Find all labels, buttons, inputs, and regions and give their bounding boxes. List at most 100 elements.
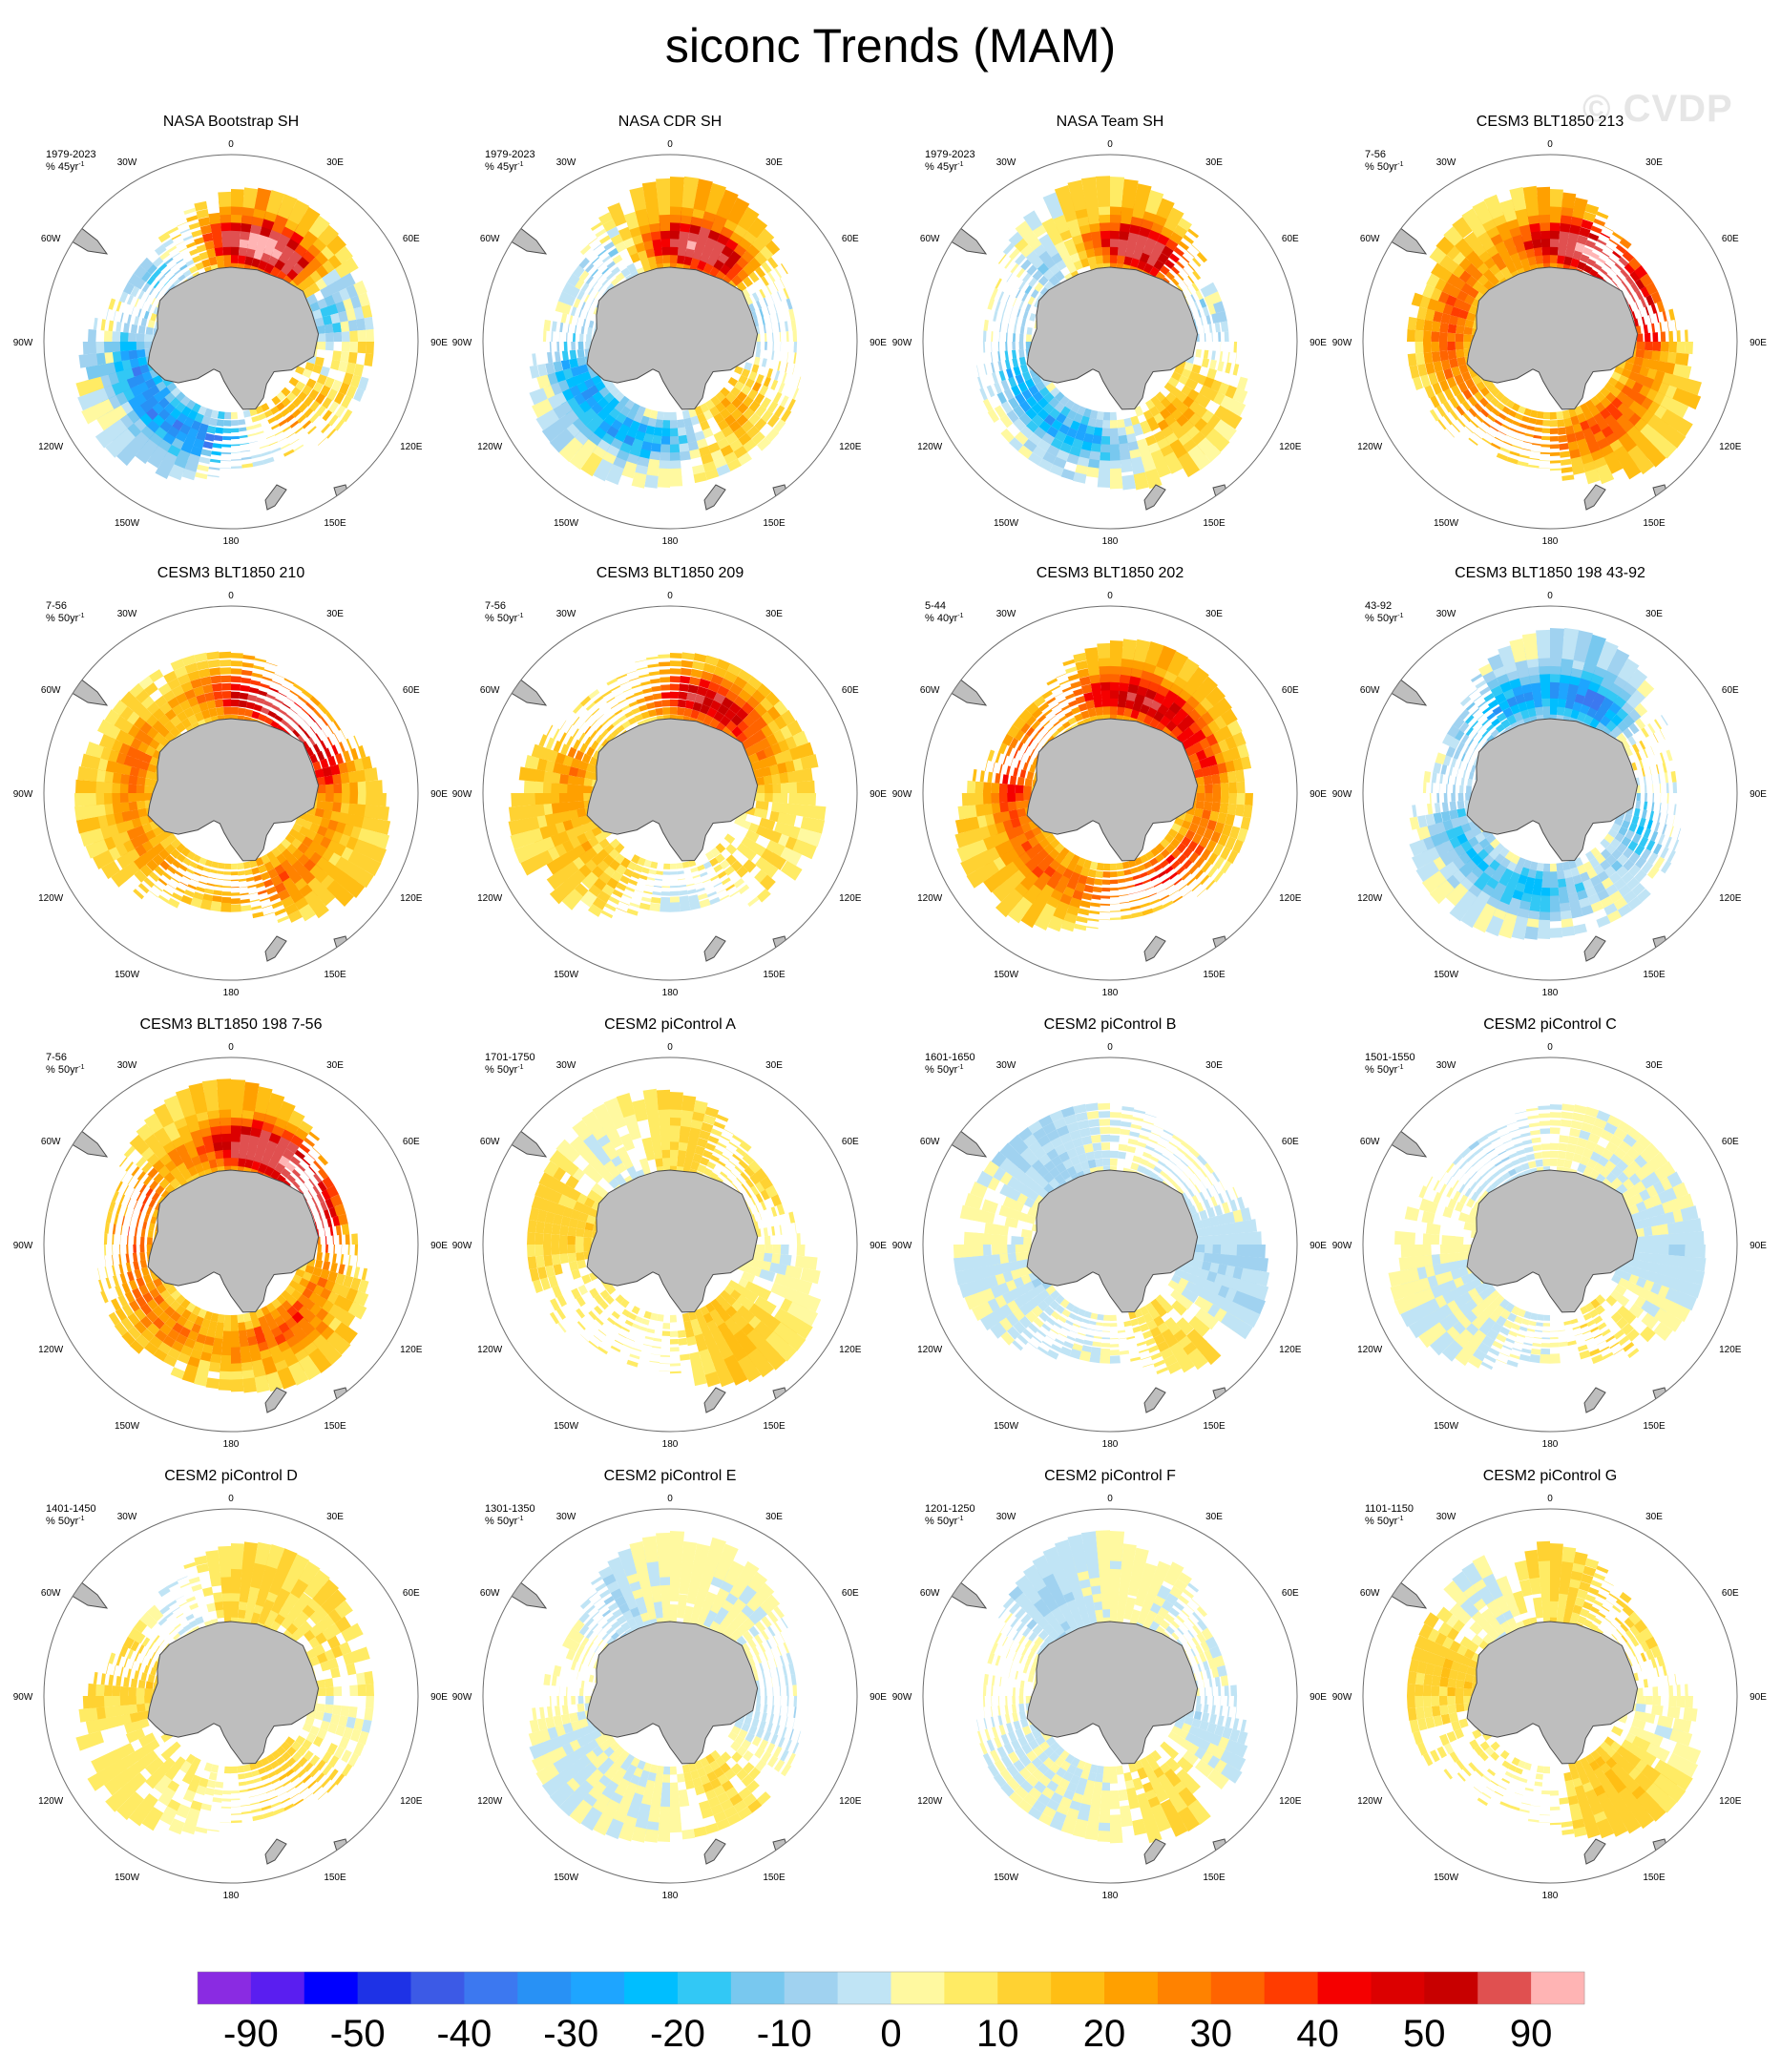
trend-cell <box>1087 707 1097 718</box>
trend-cell <box>1060 469 1076 481</box>
trend-cell <box>1550 628 1565 659</box>
trend-cell <box>717 870 727 879</box>
trend-cell <box>1164 259 1175 269</box>
trend-cell <box>317 374 327 386</box>
trend-cell <box>149 287 156 296</box>
trend-cell <box>1530 450 1540 452</box>
trend-cell <box>1092 434 1102 446</box>
trend-cell <box>342 860 374 889</box>
trend-cell <box>1051 419 1063 431</box>
trend-cell <box>1153 260 1164 271</box>
trend-cell <box>289 420 300 429</box>
trend-cell <box>670 863 677 869</box>
trend-cell <box>146 275 157 285</box>
trend-cell <box>581 871 599 889</box>
trend-cell <box>1073 688 1084 697</box>
trend-cell <box>1073 412 1083 424</box>
trend-cell <box>1580 871 1590 883</box>
new-zealand-landmass <box>264 935 287 962</box>
longitude-label: 60W <box>480 234 500 244</box>
trend-cell <box>171 685 184 698</box>
trend-cell <box>677 699 687 708</box>
trend-cell <box>292 729 301 738</box>
panel-title: NASA Bootstrap SH <box>163 114 299 130</box>
trend-cell <box>1530 409 1539 418</box>
trend-cell <box>1188 304 1192 312</box>
trend-cell <box>699 446 711 457</box>
longitude-label: 60E <box>403 234 420 244</box>
trend-cell <box>614 692 623 698</box>
trend-cell <box>786 331 789 342</box>
trend-cell <box>724 708 737 721</box>
trend-cell <box>1601 848 1612 860</box>
trend-cell <box>631 871 640 880</box>
trend-cell <box>1629 270 1642 283</box>
trend-cell <box>696 438 708 450</box>
trend-cell <box>1542 420 1550 427</box>
trend-cell <box>646 701 656 710</box>
trend-cell <box>294 1127 309 1141</box>
trend-cell <box>335 753 345 764</box>
trend-cell <box>1171 823 1182 833</box>
trend-cell <box>759 385 769 396</box>
trend-cell <box>754 251 768 265</box>
trend-cell <box>1134 857 1143 866</box>
trend-cell <box>1634 844 1645 856</box>
trend-cell <box>293 444 304 452</box>
trend-cell <box>295 366 305 375</box>
trend-cell <box>180 680 194 693</box>
trend-cell <box>1001 401 1013 414</box>
trend-cell <box>151 297 157 305</box>
trend-cell <box>271 901 283 910</box>
trend-cell <box>1532 443 1541 446</box>
trend-cell <box>164 854 176 865</box>
trend-cell <box>569 349 577 360</box>
trend-cell <box>130 285 140 298</box>
trend-cell <box>979 387 988 401</box>
trend-cell <box>765 342 767 350</box>
trend-cell <box>1066 453 1079 465</box>
trend-cell <box>180 894 193 906</box>
trend-cell <box>1138 896 1148 901</box>
trend-cell <box>1047 915 1064 932</box>
trend-cell <box>1173 224 1188 238</box>
trend-cell <box>1490 387 1500 397</box>
trend-cell <box>1456 418 1466 428</box>
trend-cell <box>1409 816 1420 830</box>
trend-cell <box>1603 451 1624 474</box>
trend-cell <box>741 248 757 263</box>
trend-cell <box>322 729 327 738</box>
trend-cell <box>1209 764 1220 776</box>
trend-cell <box>786 803 807 817</box>
trend-cell <box>1517 460 1529 468</box>
trend-cell <box>1496 723 1505 733</box>
trend-cell <box>1205 686 1226 706</box>
trend-cell <box>324 324 334 334</box>
trend-cell <box>1569 449 1582 460</box>
trend-cell <box>579 333 584 342</box>
trend-cell <box>304 396 314 407</box>
trend-cell <box>621 704 630 711</box>
longitude-label: 30W <box>996 609 1016 619</box>
trend-cell <box>761 316 765 325</box>
trend-cell <box>555 752 566 764</box>
trend-cell <box>1650 745 1655 756</box>
trend-cell <box>644 474 659 489</box>
trend-cell <box>546 866 573 890</box>
trend-cell <box>1062 721 1071 729</box>
trend-cell <box>159 285 165 292</box>
trend-cell <box>1211 773 1221 785</box>
trend-cell <box>211 861 220 869</box>
trend-cell <box>327 303 339 316</box>
panel-title: NASA CDR SH <box>618 114 722 130</box>
trend-cell <box>1572 250 1582 261</box>
trend-cell <box>1447 332 1456 342</box>
trend-cell <box>1023 785 1032 793</box>
trend-cell <box>353 387 365 402</box>
trend-cell <box>1443 388 1455 401</box>
trend-cell <box>1043 414 1056 427</box>
trend-cell <box>670 468 682 479</box>
trend-cell <box>771 324 773 333</box>
trend-cell <box>681 659 694 668</box>
trend-cell <box>1449 809 1459 820</box>
